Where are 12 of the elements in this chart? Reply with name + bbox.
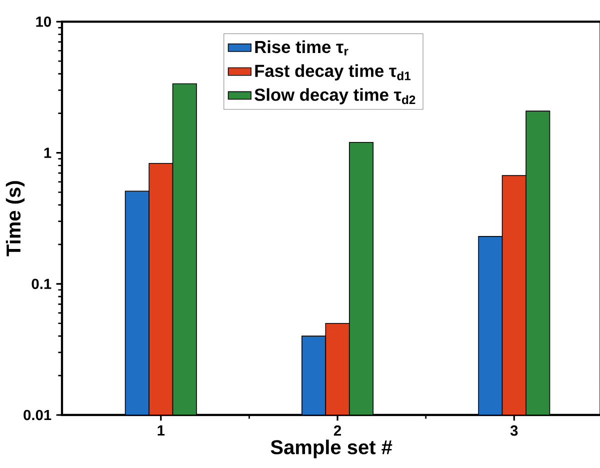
y-axis-title: Time (s) (6, 181, 25, 256)
y-tick-label: 0.1 (32, 278, 52, 290)
legend-label: Rise time τ$_{r}$ (255, 40, 348, 56)
y-tick-label: 1 (44, 148, 52, 158)
y-tick-label: 0.01 (24, 410, 52, 420)
x-tick-label: 1 (158, 425, 165, 436)
x-tick-label: 3 (510, 425, 518, 436)
legend-label: Slow decay time τ$_{d2}$ (254, 88, 416, 104)
x-tick-label: 2 (334, 425, 342, 436)
y-tick-label: 10 (36, 16, 51, 27)
x-axis-title: Sample set # (270, 440, 392, 458)
legend-label: Fast decay time τ$_{d1}$ (255, 64, 411, 80)
